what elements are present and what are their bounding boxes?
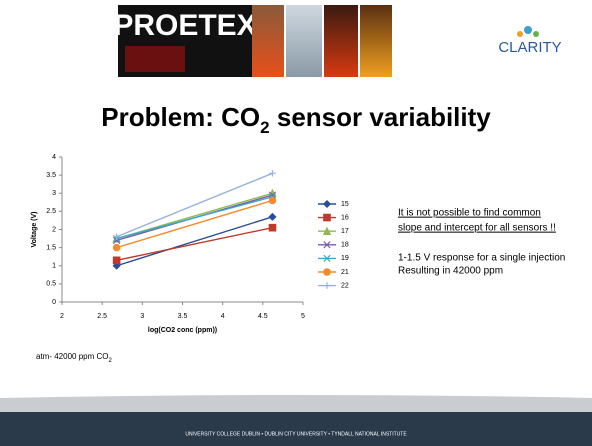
note: slope and intercept for all sensors !!: [398, 223, 556, 234]
y-tick-label: 3: [52, 190, 56, 197]
legend-label: 15: [341, 201, 349, 208]
y-tick-label: 0.5: [46, 281, 56, 288]
title-subscript: 2: [260, 118, 269, 137]
x-tick-label: 3.5: [178, 313, 188, 320]
legend-label: 19: [341, 255, 349, 262]
footer-text: UNIVERSITY COLLEGE DUBLIN • DUBLIN CITY …: [185, 431, 407, 437]
y-tick-label: 1: [52, 263, 56, 270]
title-part: Problem: CO: [101, 102, 260, 132]
logo-pattern: [125, 46, 185, 72]
legend-marker: [324, 269, 330, 275]
slide-title: Problem: CO2 sensor variability: [101, 102, 491, 137]
note: Resulting in 42000 ppm: [398, 266, 503, 277]
y-tick-label: 0: [52, 299, 56, 306]
photo: [252, 5, 284, 77]
point: [113, 257, 119, 263]
y-tick-label: 4: [52, 154, 56, 161]
x-tick-label: 2: [60, 313, 64, 320]
legend-label: 17: [341, 228, 349, 235]
point: [269, 197, 275, 203]
note: 1-1.5 V response for a single injection: [398, 253, 565, 264]
logo-text: PROETEX: [113, 9, 256, 42]
note-part: atm- 42000 ppm CO: [36, 352, 108, 361]
x-tick-label: 4: [221, 313, 225, 320]
logo-icon: [533, 31, 539, 37]
note: It is not possible to find common: [398, 208, 541, 219]
legend-label: 18: [341, 242, 349, 249]
photo: [286, 5, 322, 77]
title-part: sensor variability: [270, 102, 492, 132]
legend-label: 16: [341, 214, 349, 221]
y-tick-label: 2: [52, 226, 56, 233]
y-tick-label: 1.5: [46, 244, 56, 251]
point: [113, 244, 119, 250]
point: [269, 224, 275, 230]
logo-text: CLARITY: [498, 39, 561, 56]
y-axis-label: Voltage (V): [31, 211, 38, 247]
footer-strip: [0, 395, 592, 414]
x-tick-label: 5: [301, 313, 305, 320]
y-tick-label: 3.5: [46, 172, 56, 179]
footer-band: [0, 412, 592, 446]
photo: [360, 5, 392, 77]
logo-icon: [517, 31, 523, 37]
y-tick-label: 2.5: [46, 208, 56, 215]
photo: [324, 5, 358, 77]
x-tick-label: 2.5: [97, 313, 107, 320]
slide: PROETEX CLARITY Problem: CO2 sensor vari…: [0, 0, 592, 446]
x-tick-label: 3: [140, 313, 144, 320]
logo-icon: [524, 26, 532, 34]
x-tick-label: 4.5: [258, 313, 268, 320]
x-axis-label: log(CO2 conc (ppm)): [148, 327, 217, 334]
legend-marker: [324, 214, 330, 220]
legend-label: 21: [341, 269, 349, 276]
legend-label: 22: [341, 282, 349, 289]
